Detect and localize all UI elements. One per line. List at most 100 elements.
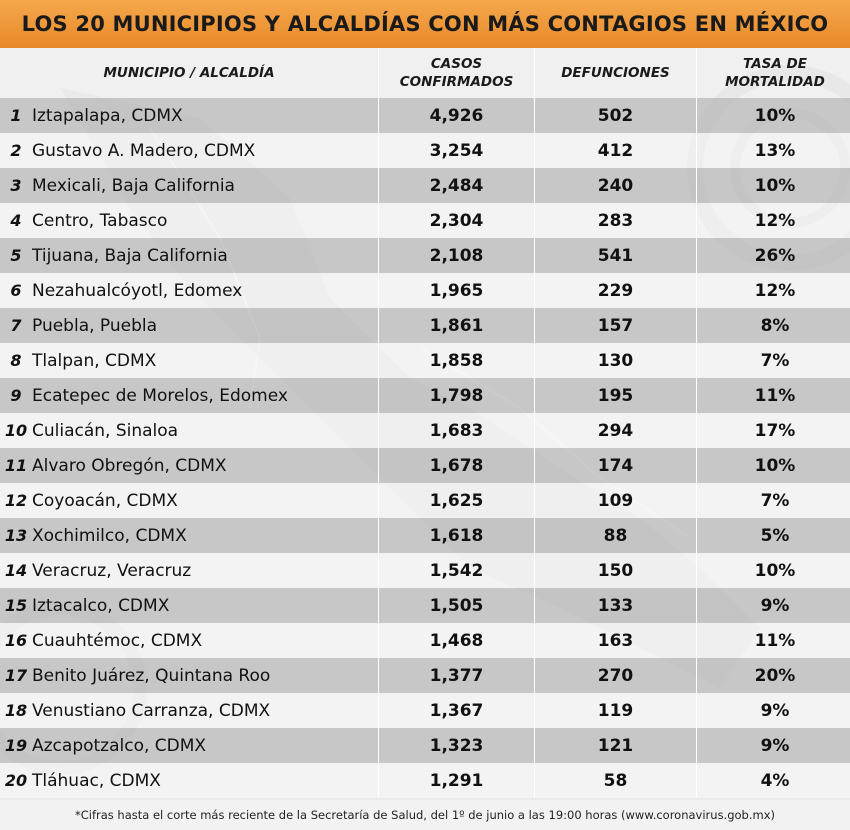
rate-cell: 26% [696, 238, 850, 273]
table-row: 10 Culiacán, Sinaloa 1,683 294 17% [0, 413, 850, 448]
table-header-row: MUNICIPIO / ALCALDÍA CASOS CONFIRMADOS D… [0, 48, 850, 98]
rate-cell: 7% [696, 483, 850, 518]
municipio-name: Venustiano Carranza, CDMX [32, 700, 271, 721]
table-row: 19 Azcapotzalco, CDMX 1,323 121 9% [0, 728, 850, 763]
municipio-name: Alvaro Obregón, CDMX [32, 455, 227, 476]
title-bar: LOS 20 MUNICIPIOS Y ALCALDÍAS CON MÁS CO… [0, 0, 850, 48]
table-row: 11 Alvaro Obregón, CDMX 1,678 174 10% [0, 448, 850, 483]
municipio-name: Veracruz, Veracruz [32, 560, 192, 581]
rate-cell: 11% [696, 378, 850, 413]
table-row: 16 Cuauhtémoc, CDMX 1,468 163 11% [0, 623, 850, 658]
rank-number: 9 [10, 385, 22, 405]
rank-number: 17 [4, 665, 28, 685]
header-tasa: TASA DE MORTALIDAD [696, 48, 850, 98]
table-row: 20 Tláhuac, CDMX 1,291 58 4% [0, 763, 850, 798]
rate-cell: 10% [696, 448, 850, 483]
rate-cell: 12% [696, 203, 850, 238]
cases-cell: 1,861 [378, 308, 535, 343]
rate-cell: 7% [696, 343, 850, 378]
table-row: 6 Nezahualcóyotl, Edomex 1,965 229 12% [0, 273, 850, 308]
deaths-cell: 119 [534, 693, 697, 728]
municipio-name: Mexicali, Baja California [32, 175, 235, 196]
cases-cell: 1,505 [378, 588, 535, 623]
rank-number: 16 [4, 630, 28, 650]
rate-cell: 13% [696, 133, 850, 168]
table-row: 3 Mexicali, Baja California 2,484 240 10% [0, 168, 850, 203]
rank-number: 20 [4, 770, 28, 790]
municipio-name: Tlalpan, CDMX [32, 350, 157, 371]
municipio-cell: 2 Gustavo A. Madero, CDMX [0, 133, 379, 168]
cases-cell: 2,108 [378, 238, 535, 273]
rank-number: 8 [10, 350, 22, 370]
cases-cell: 1,323 [378, 728, 535, 763]
table-row: 4 Centro, Tabasco 2,304 283 12% [0, 203, 850, 238]
deaths-cell: 121 [534, 728, 697, 763]
municipio-name: Nezahualcóyotl, Edomex [32, 280, 243, 301]
rank-number: 11 [4, 455, 28, 475]
cases-cell: 1,291 [378, 763, 535, 798]
deaths-cell: 130 [534, 343, 697, 378]
municipio-name: Azcapotzalco, CDMX [32, 735, 207, 756]
municipio-name: Gustavo A. Madero, CDMX [32, 140, 256, 161]
source-footnote: *Cifras hasta el corte más reciente de l… [0, 800, 850, 830]
rate-cell: 9% [696, 693, 850, 728]
cases-cell: 1,683 [378, 413, 535, 448]
cases-cell: 3,254 [378, 133, 535, 168]
rank-number: 5 [10, 245, 22, 265]
cases-cell: 1,965 [378, 273, 535, 308]
deaths-cell: 150 [534, 553, 697, 588]
table-row: 2 Gustavo A. Madero, CDMX 3,254 412 13% [0, 133, 850, 168]
rank-number: 4 [10, 210, 22, 230]
rank-number: 3 [10, 175, 22, 195]
municipio-name: Iztacalco, CDMX [32, 595, 170, 616]
cases-cell: 1,377 [378, 658, 535, 693]
municipio-cell: 19 Azcapotzalco, CDMX [0, 728, 379, 763]
municipio-cell: 3 Mexicali, Baja California [0, 168, 379, 203]
rate-cell: 10% [696, 98, 850, 133]
table-row: 9 Ecatepec de Morelos, Edomex 1,798 195 1… [0, 378, 850, 413]
rate-cell: 17% [696, 413, 850, 448]
cases-cell: 4,926 [378, 98, 535, 133]
cases-cell: 1,618 [378, 518, 535, 553]
deaths-cell: 88 [534, 518, 697, 553]
header-municipio: MUNICIPIO / ALCALDÍA [0, 48, 379, 98]
municipio-cell: 8 Tlalpan, CDMX [0, 343, 379, 378]
table-row: 13 Xochimilco, CDMX 1,618 88 5% [0, 518, 850, 553]
municipio-cell: 11 Alvaro Obregón, CDMX [0, 448, 379, 483]
deaths-cell: 240 [534, 168, 697, 203]
rank-number: 2 [10, 140, 22, 160]
header-tasa-line1: TASA DE [743, 56, 807, 72]
rate-cell: 4% [696, 763, 850, 798]
cases-cell: 1,798 [378, 378, 535, 413]
deaths-cell: 294 [534, 413, 697, 448]
header-casos-line1: CASOS [430, 56, 483, 72]
cases-cell: 1,678 [378, 448, 535, 483]
municipio-name: Coyoacán, CDMX [32, 490, 178, 511]
municipio-cell: 5 Tijuana, Baja California [0, 238, 379, 273]
page-title: LOS 20 MUNICIPIOS Y ALCALDÍAS CON MÁS CO… [21, 12, 829, 36]
municipio-name: Benito Juárez, Quintana Roo [32, 665, 271, 686]
deaths-cell: 502 [534, 98, 697, 133]
municipio-cell: 14 Veracruz, Veracruz [0, 553, 379, 588]
rank-number: 6 [10, 280, 22, 300]
municipio-cell: 9 Ecatepec de Morelos, Edomex [0, 378, 379, 413]
deaths-cell: 157 [534, 308, 697, 343]
rate-cell: 10% [696, 168, 850, 203]
municipio-cell: 10 Culiacán, Sinaloa [0, 413, 379, 448]
municipio-name: Tijuana, Baja California [32, 245, 228, 266]
rate-cell: 9% [696, 728, 850, 763]
rate-cell: 8% [696, 308, 850, 343]
rank-number: 10 [4, 420, 28, 440]
header-casos-line2: CONFIRMADOS [399, 74, 514, 90]
municipio-name: Puebla, Puebla [32, 315, 158, 336]
deaths-cell: 270 [534, 658, 697, 693]
deaths-cell: 58 [534, 763, 697, 798]
rate-cell: 11% [696, 623, 850, 658]
municipio-cell: 16 Cuauhtémoc, CDMX [0, 623, 379, 658]
rank-number: 14 [4, 560, 28, 580]
deaths-cell: 283 [534, 203, 697, 238]
deaths-cell: 163 [534, 623, 697, 658]
municipio-name: Cuauhtémoc, CDMX [32, 630, 203, 651]
cases-cell: 1,468 [378, 623, 535, 658]
rate-cell: 12% [696, 273, 850, 308]
